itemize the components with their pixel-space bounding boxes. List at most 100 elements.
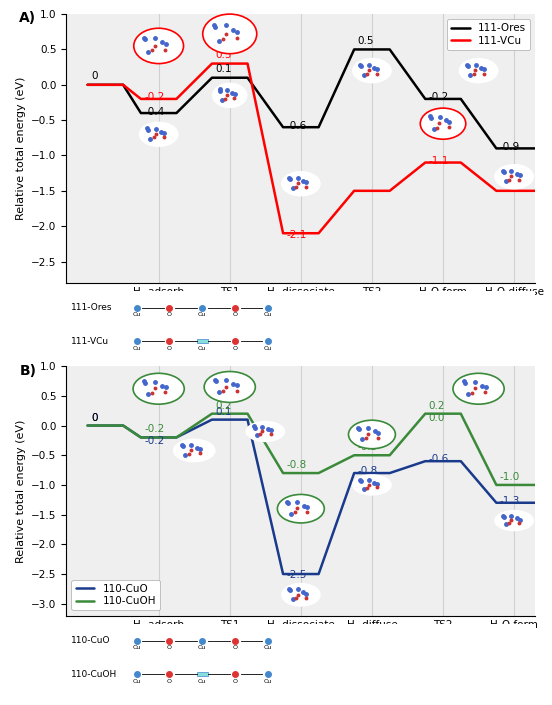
Text: Cu: Cu [132, 312, 141, 317]
Ellipse shape [348, 420, 395, 448]
Text: 0.1: 0.1 [215, 407, 232, 417]
Text: 110-CuOH: 110-CuOH [71, 670, 117, 679]
110-CuOH [351, 451, 358, 460]
Ellipse shape [204, 372, 256, 403]
110-CuOH [422, 410, 428, 418]
110-CuOH [422, 410, 428, 418]
111-VCu [493, 187, 500, 195]
Text: O: O [167, 645, 172, 650]
111-Ores [493, 145, 500, 153]
Ellipse shape [352, 58, 392, 83]
Ellipse shape [212, 82, 247, 108]
Text: -2.1: -2.1 [286, 231, 307, 240]
111-Ores [280, 123, 286, 131]
Text: O: O [167, 679, 172, 684]
111-Ores [422, 94, 428, 103]
110-CuO [493, 498, 500, 507]
111-Ores [244, 73, 251, 82]
110-CuO [244, 415, 251, 424]
Text: -0.6: -0.6 [429, 454, 449, 464]
Text: -1.3: -1.3 [500, 496, 521, 505]
Text: Cu: Cu [132, 645, 141, 650]
111-VCu [386, 187, 393, 195]
Text: Cu: Cu [132, 679, 141, 684]
Text: -0.8: -0.8 [358, 466, 378, 476]
110-CuO [315, 570, 322, 578]
110-CuOH [458, 410, 464, 418]
Text: -1.1: -1.1 [429, 156, 449, 166]
Text: O: O [232, 346, 238, 351]
111-VCu [209, 59, 215, 68]
Line: 110-CuOH: 110-CuOH [88, 414, 535, 485]
Ellipse shape [281, 171, 321, 197]
Y-axis label: Relative total energy (eV): Relative total energy (eV) [15, 77, 25, 220]
111-VCu [351, 187, 358, 195]
Text: Cu: Cu [132, 346, 141, 351]
Text: Cu: Cu [264, 645, 272, 650]
Line: 110-CuO: 110-CuO [88, 419, 535, 574]
110-CuO [458, 457, 464, 465]
Text: B): B) [19, 364, 36, 378]
Legend: 110-CuO, 110-CuOH: 110-CuO, 110-CuOH [71, 580, 161, 611]
X-axis label: Reaction Coordinate: Reaction Coordinate [241, 301, 361, 314]
110-CuO [422, 457, 428, 465]
111-VCu [280, 229, 286, 238]
111-VCu [120, 80, 126, 89]
111-Ores [209, 73, 215, 82]
Text: Cu: Cu [264, 312, 272, 317]
Text: -0.2: -0.2 [145, 436, 164, 446]
Text: Cu: Cu [264, 679, 272, 684]
110-CuOH [532, 481, 539, 489]
110-CuOH [386, 451, 393, 460]
Text: 0.2: 0.2 [429, 400, 445, 411]
Ellipse shape [133, 373, 184, 404]
110-CuOH [280, 469, 286, 477]
111-Ores [137, 109, 144, 117]
111-VCu [458, 159, 464, 167]
110-CuO [532, 498, 539, 507]
Text: Cu: Cu [198, 346, 206, 351]
Ellipse shape [459, 58, 498, 83]
FancyBboxPatch shape [197, 672, 208, 676]
110-CuOH [137, 433, 144, 441]
Text: Cu: Cu [198, 312, 206, 317]
110-CuOH [315, 469, 322, 477]
Text: -2.5: -2.5 [286, 570, 307, 580]
110-CuO [386, 469, 393, 477]
111-VCu [532, 187, 539, 195]
110-CuO [280, 570, 286, 578]
110-CuO [493, 498, 500, 507]
Text: 111-Ores: 111-Ores [71, 303, 113, 312]
Legend: 111-Ores, 111-VCu: 111-Ores, 111-VCu [447, 19, 530, 50]
Y-axis label: Relative total energy (eV): Relative total energy (eV) [15, 419, 25, 563]
110-CuOH [493, 481, 500, 489]
110-CuOH [280, 469, 286, 477]
Text: 111-VCu: 111-VCu [71, 337, 109, 345]
Ellipse shape [281, 583, 321, 607]
111-VCu [315, 229, 322, 238]
Text: 0.2: 0.2 [215, 400, 232, 411]
Text: Cu: Cu [264, 346, 272, 351]
111-Ores [84, 80, 91, 89]
Text: -0.8: -0.8 [286, 460, 307, 470]
110-CuOH [84, 422, 91, 430]
111-Ores [386, 45, 393, 54]
Text: A): A) [19, 11, 36, 25]
Text: O: O [167, 346, 172, 351]
Text: 0: 0 [91, 412, 98, 422]
Text: 0.0: 0.0 [429, 412, 445, 422]
110-CuOH [244, 410, 251, 418]
111-Ores [532, 145, 539, 153]
110-CuO [209, 415, 215, 424]
111-VCu [84, 80, 91, 89]
110-CuO [137, 433, 144, 441]
110-CuOH [351, 451, 358, 460]
Ellipse shape [420, 108, 466, 139]
Text: O: O [232, 645, 238, 650]
111-Ores [137, 109, 144, 117]
Ellipse shape [494, 164, 534, 190]
110-CuOH [120, 422, 126, 430]
Text: -0.2: -0.2 [145, 92, 164, 102]
Text: O: O [232, 312, 238, 317]
110-CuOH [493, 481, 500, 489]
